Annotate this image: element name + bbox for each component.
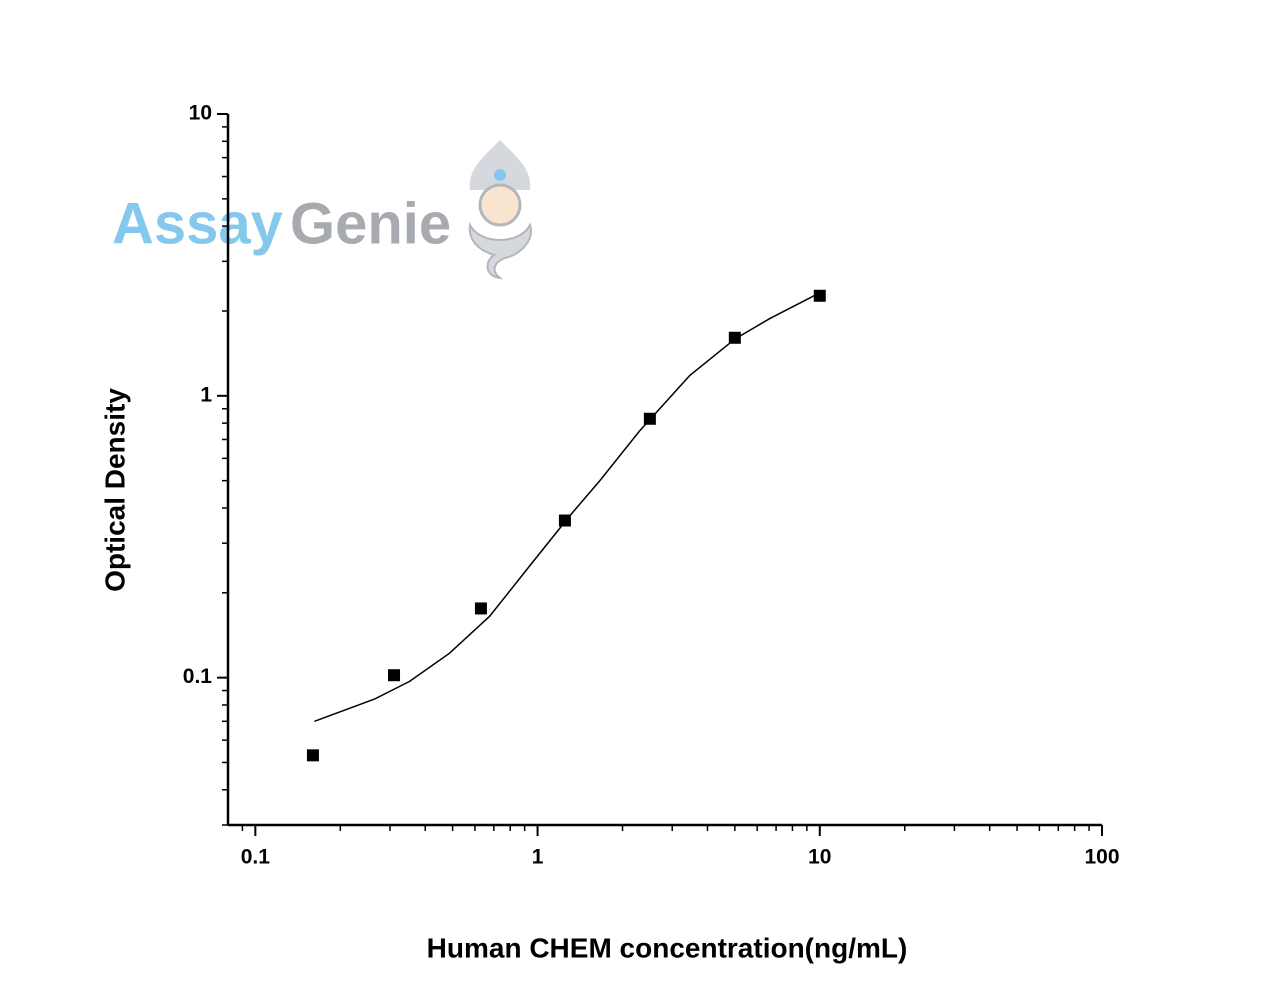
y-axis-label: Optical Density — [99, 388, 130, 592]
y-tick-label: 0.1 — [183, 665, 213, 688]
data-point — [474, 602, 487, 615]
watermark-text: Assay — [112, 191, 283, 256]
fit-curve — [314, 292, 821, 722]
watermark-text: Genie — [290, 191, 451, 256]
watermark-logo: Assay Genie — [112, 140, 532, 280]
x-tick-label: 1 — [532, 846, 544, 869]
x-tick-label: 10 — [808, 846, 831, 869]
data-point — [306, 749, 319, 762]
x-tick-label: 0.1 — [241, 846, 271, 869]
x-tick-label: 100 — [1084, 846, 1119, 869]
y-tick-label: 10 — [189, 102, 212, 125]
x-axis-label: Human CHEM concentration(ng/mL) — [427, 932, 908, 963]
genie-icon — [468, 140, 532, 280]
data-point — [813, 289, 826, 302]
y-tick-label: 1 — [200, 383, 212, 406]
data-point — [388, 669, 401, 682]
